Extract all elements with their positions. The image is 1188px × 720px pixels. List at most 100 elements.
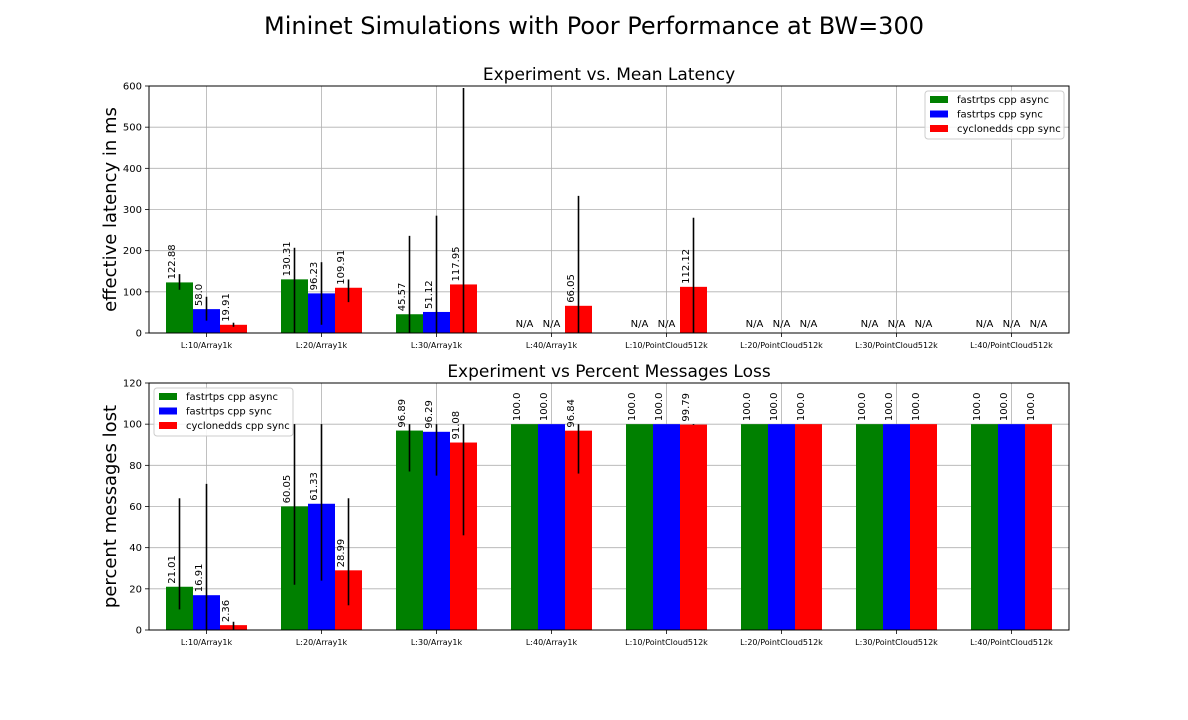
x-tick-label: L:10/Array1k: [181, 638, 233, 647]
bar: [653, 424, 680, 630]
bar: [856, 424, 883, 630]
bar: [1025, 424, 1052, 630]
bar: [971, 424, 998, 630]
bar: [910, 424, 937, 630]
data-label: 100.0: [769, 393, 780, 422]
x-tick-label: L:40/PointCloud512k: [970, 341, 1053, 350]
data-label: 19.91: [221, 293, 232, 322]
data-label: 100.0: [796, 393, 807, 422]
y-tick-label: 0: [136, 329, 142, 340]
data-label: 100.0: [884, 393, 895, 422]
data-label: 100.0: [742, 393, 753, 422]
chart-title: Experiment vs. Mean Latency: [483, 65, 735, 85]
bar: [883, 424, 910, 630]
data-label: 112.12: [681, 249, 692, 284]
data-label: 100.0: [654, 393, 665, 422]
data-label: N/A: [746, 319, 764, 330]
legend-box: [924, 90, 1065, 140]
data-label: 100.0: [539, 393, 550, 422]
data-label: N/A: [1030, 319, 1048, 330]
bar: [680, 424, 707, 630]
data-label: 61.33: [309, 472, 320, 501]
bar: [220, 324, 247, 333]
bar: [538, 424, 565, 630]
data-label: 99.79: [681, 393, 692, 422]
legend-label: fastrtps cpp async: [957, 95, 1049, 106]
data-label: 100.0: [1026, 393, 1037, 422]
y-tick-label: 200: [123, 246, 142, 257]
chart-title: Experiment vs Percent Messages Loss: [447, 362, 771, 382]
legend-label: fastrtps cpp sync: [957, 110, 1043, 121]
x-tick-label: L:40/Array1k: [526, 638, 578, 647]
legend-label: cyclonedds cpp sync: [186, 421, 290, 432]
plot-frame: [148, 382, 1070, 631]
data-label: N/A: [516, 319, 534, 330]
data-label: 96.89: [397, 399, 408, 428]
y-axis-label: percent messages lost: [100, 405, 121, 608]
x-tick-label: L:40/Array1k: [526, 341, 578, 350]
data-label: 96.84: [566, 399, 577, 428]
data-label: N/A: [631, 319, 649, 330]
x-tick-label: L:20/PointCloud512k: [740, 341, 823, 350]
bar: [193, 309, 220, 333]
data-label: 100.0: [999, 393, 1010, 422]
y-tick-label: 100: [123, 287, 142, 298]
x-tick-label: L:30/PointCloud512k: [855, 638, 938, 647]
legend-box: [153, 387, 294, 437]
data-label: N/A: [888, 319, 906, 330]
data-label: N/A: [915, 319, 933, 330]
data-label: 130.31: [282, 241, 293, 276]
data-label: 16.91: [194, 564, 205, 593]
data-label: 21.01: [167, 555, 178, 584]
bar: [511, 424, 538, 630]
x-tick-label: L:30/Array1k: [411, 638, 463, 647]
figure-title: Mininet Simulations with Poor Performanc…: [264, 12, 924, 40]
data-label: N/A: [543, 319, 561, 330]
data-label: 28.99: [336, 539, 347, 568]
x-tick-label: L:20/Array1k: [296, 638, 348, 647]
data-label: 109.91: [336, 250, 347, 285]
legend-label: fastrtps cpp sync: [186, 407, 272, 418]
legend-swatch: [930, 96, 948, 103]
y-tick-label: 600: [123, 82, 142, 93]
x-tick-label: L:20/PointCloud512k: [740, 638, 823, 647]
bar: [166, 282, 193, 333]
y-tick-label: 0: [136, 626, 142, 637]
y-tick-label: 120: [123, 379, 142, 390]
x-tick-label: L:30/Array1k: [411, 341, 463, 350]
legend-swatch: [159, 422, 177, 429]
data-label: N/A: [800, 319, 818, 330]
data-label: 117.95: [451, 246, 462, 281]
data-label: N/A: [976, 319, 994, 330]
data-label: 96.29: [424, 400, 435, 429]
data-label: 2.36: [221, 600, 232, 622]
legend: fastrtps cpp async fastrtps cpp sync cyclo…: [153, 387, 294, 437]
data-label: 66.05: [566, 274, 577, 303]
x-tick-label: L:20/Array1k: [296, 341, 348, 350]
y-tick-label: 80: [129, 461, 142, 472]
x-tick-label: L:10/PointCloud512k: [625, 341, 708, 350]
legend-swatch: [930, 110, 948, 118]
legend-swatch: [930, 125, 948, 132]
data-label: 96.23: [309, 262, 320, 291]
bar: [626, 424, 653, 630]
legend-label: cyclonedds cpp sync: [957, 124, 1061, 135]
latency-chart: Experiment vs. Mean Latency effective lat…: [100, 65, 1070, 350]
bar: [741, 424, 768, 630]
x-tick-label: L:40/PointCloud512k: [970, 638, 1053, 647]
data-label: 100.0: [911, 393, 922, 422]
legend-swatch: [159, 407, 177, 415]
bar: [768, 424, 795, 630]
data-label: 60.05: [282, 475, 293, 504]
data-label: N/A: [773, 319, 791, 330]
y-tick-label: 40: [129, 543, 142, 554]
data-label: 51.12: [424, 280, 435, 309]
data-label: N/A: [1003, 319, 1021, 330]
x-tick-label: L:30/PointCloud512k: [855, 341, 938, 350]
data-label: 100.0: [857, 393, 868, 422]
y-tick-label: 20: [129, 584, 142, 595]
y-tick-label: 300: [123, 205, 142, 216]
y-tick-label: 60: [129, 502, 142, 513]
legend-label: fastrtps cpp async: [186, 392, 278, 403]
